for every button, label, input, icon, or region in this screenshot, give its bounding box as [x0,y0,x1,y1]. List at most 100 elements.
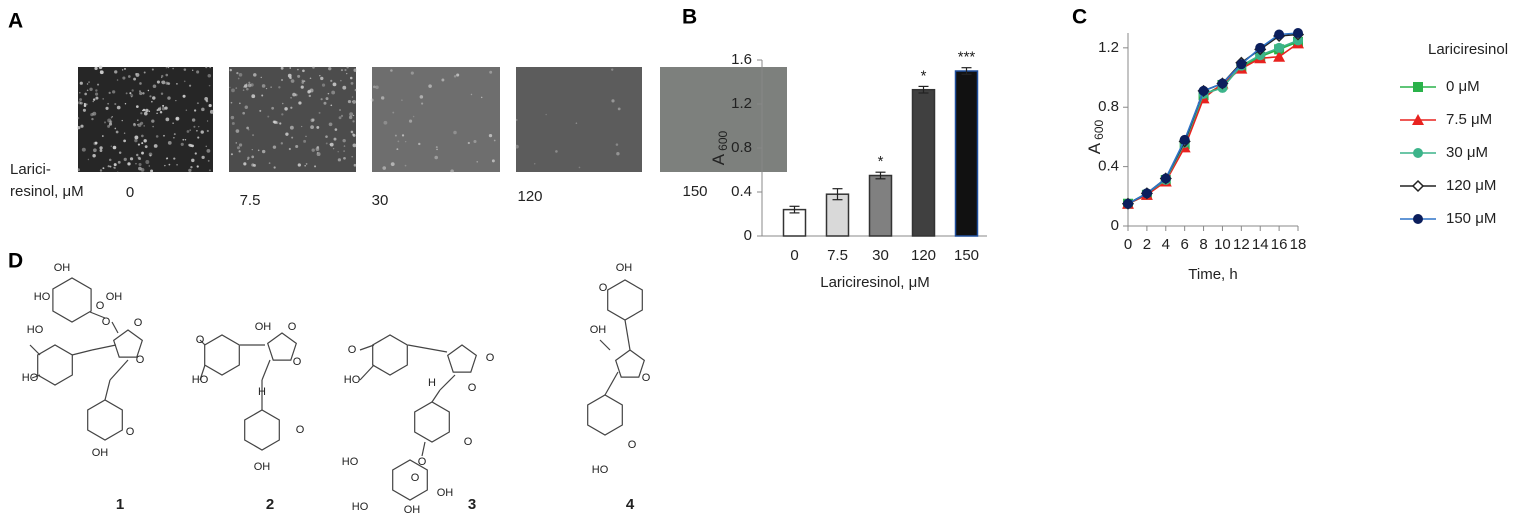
atom-label: O [468,382,477,394]
photo-axis-label: Larici- [10,161,51,178]
data-point [1141,188,1152,199]
photo-speck [206,120,209,122]
photo-speck [182,94,186,98]
photo-speck [247,156,250,160]
photo-speck [320,98,323,101]
photo-speck [189,143,193,148]
photo-speck [127,162,131,166]
x-tick-label: 16 [1271,236,1288,253]
photo-speck [139,91,143,96]
photo-speck [401,99,403,101]
photo-speck [87,158,90,161]
ring [52,277,92,323]
photo-label: 7.5 [240,192,261,209]
photo-speck [340,114,344,117]
photo-speck [453,75,457,78]
photo-speck [289,125,294,130]
photo-speck [534,163,536,165]
photo-speck [137,156,140,159]
legend-label: 150 μM [1446,210,1496,227]
photo-speck [114,70,118,74]
photo-speck [136,153,139,157]
photo-speck [109,120,113,124]
photo-speck [611,99,615,103]
photo-speck [94,66,98,70]
x-tick-label: 120 [911,247,936,264]
ring [607,279,643,321]
photo-speck [133,77,136,81]
photo-speck [196,130,198,132]
legend-title: Lariciresinol [1428,41,1508,58]
photo-speck [298,101,302,105]
atom-label: OH [106,291,123,303]
photo-speck [185,109,188,111]
legend-label: 0 μM [1446,78,1480,95]
photo-speck [110,117,113,119]
photo-speck [86,83,89,85]
significance: * [878,153,884,170]
data-point [1273,50,1286,62]
photo-speck [301,81,305,84]
photo-speck [127,75,131,78]
photo-speck [77,101,82,105]
photo-speck [101,135,104,137]
atom-label: O [486,352,495,364]
photo-speck [380,96,385,100]
ring [204,334,240,376]
data-point [1123,198,1133,209]
photo-speck [100,70,102,72]
x-tick-label: 10 [1214,236,1231,253]
photo-speck [102,167,105,170]
photo-speck [163,134,165,137]
photo-speck [253,73,257,77]
atom-label: OH [590,324,607,336]
photo-speck [86,89,89,92]
photo-speck [206,148,211,153]
photo-speck [200,130,204,134]
y-tick-label: 1.6 [731,51,752,68]
bar [954,70,979,237]
photo-speck [346,66,349,69]
photo-speck [161,80,166,85]
y-axis-label-main: A [709,153,728,165]
photo-speck [123,157,127,162]
photo-speck [315,147,320,151]
x-tick-label: 4 [1162,236,1170,253]
photo-speck [236,71,239,75]
photo-speck [140,112,143,115]
photo-speck [410,71,414,75]
photo-speck [347,100,352,104]
photo-speck [401,134,405,137]
photo-speck [143,111,148,116]
x-tick-label: 150 [954,247,979,264]
atom-label: OH [92,447,109,459]
y-tick-label: 0.8 [731,139,752,156]
photo-speck [196,102,199,105]
photo-speck [92,98,96,101]
photo-speck [332,148,335,150]
bond [91,344,117,351]
photo-speck [297,74,301,78]
photo-speck [131,89,134,92]
photo [660,67,787,172]
photo-speck [235,129,240,133]
photo-speck [242,89,245,91]
compound-number: 2 [266,496,274,513]
photo-speck [273,120,277,124]
photo-speck [123,132,126,134]
photo-speck [450,169,454,173]
significance: * [921,67,927,84]
photo-speck [268,162,271,165]
photo-speck [392,111,395,114]
bond [359,364,375,381]
atom-label: HO [352,501,369,513]
photo-speck [172,67,174,70]
photo-speck [183,68,187,71]
photo-speck [155,135,159,138]
photo-speck [107,124,111,128]
x-tick-label: 0 [790,247,798,264]
photo-speck [92,154,96,158]
ring [112,329,144,358]
ring [414,401,450,443]
